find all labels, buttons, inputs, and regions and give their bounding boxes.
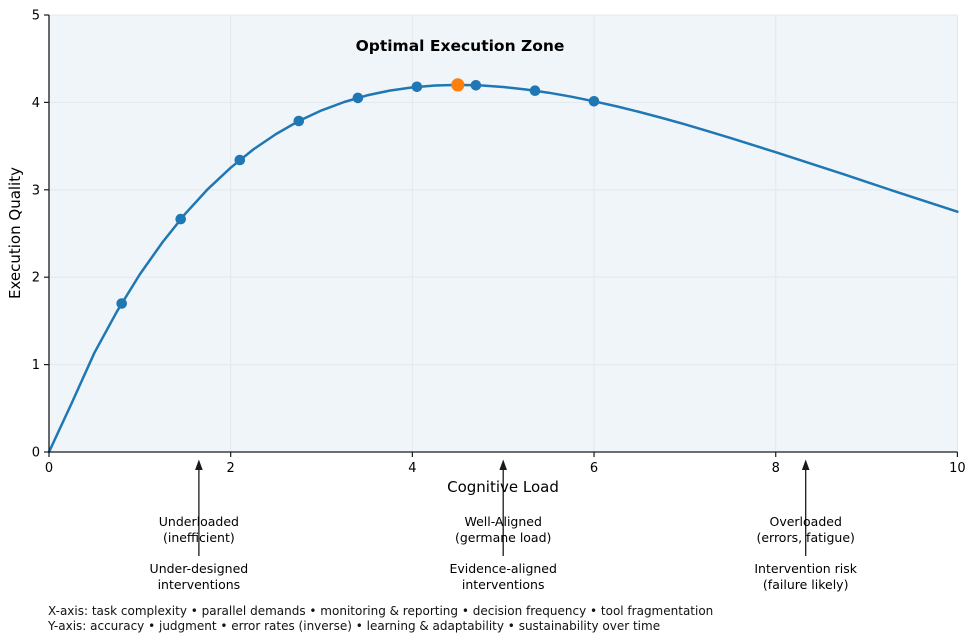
data-point [588,96,600,107]
y-tick-label: 0 [32,446,40,461]
annotation-arrowhead [801,459,810,470]
y-axis-label: Execution Quality [6,167,24,299]
y-tick-label: 4 [32,96,40,111]
annotation-overloaded: Overloaded (errors, fatigue) [756,514,855,546]
y-tick-label: 5 [32,9,40,24]
x-tick-label: 6 [590,461,598,476]
x-tick-label: 0 [45,461,53,476]
data-point [470,80,482,91]
data-point [529,85,541,96]
y-tick-label: 2 [32,271,40,286]
annotation-under-designed-interventions: Under-designed interventions [149,561,249,593]
y-tick-label: 1 [32,358,40,373]
footnote-y-axis: Y-axis: accuracy • judgment • error rate… [48,619,661,633]
x-tick-label: 10 [949,461,966,476]
plot-area [49,15,958,452]
annotation-arrowhead [499,459,507,470]
data-point [234,154,246,166]
annotation-well-aligned: Well-Aligned (germane load) [454,514,552,546]
data-point [175,213,186,225]
footnote-x-axis: X-axis: task complexity • parallel deman… [48,604,714,618]
peak-point [451,78,465,92]
footnotes: X-axis: task complexity • parallel deman… [48,604,713,634]
data-point [352,92,364,104]
annotation-underloaded: Underloaded (inefficient) [158,514,239,546]
data-point [116,298,127,309]
x-axis-label: Cognitive Load [447,478,559,496]
chart-title: Optimal Execution Zone [355,37,565,55]
data-point [411,81,423,93]
annotation-arrowhead [195,459,203,470]
annotation-evidence-aligned-interventions: Evidence-aligned interventions [449,561,557,593]
x-tick-label: 2 [227,461,235,476]
x-tick-label: 4 [408,461,416,476]
y-tick-label: 3 [32,183,40,198]
x-tick-label: 8 [772,461,780,476]
data-point [293,115,305,127]
annotation-intervention-risk: Intervention risk (failure likely) [754,561,858,593]
curve-path [47,83,959,454]
